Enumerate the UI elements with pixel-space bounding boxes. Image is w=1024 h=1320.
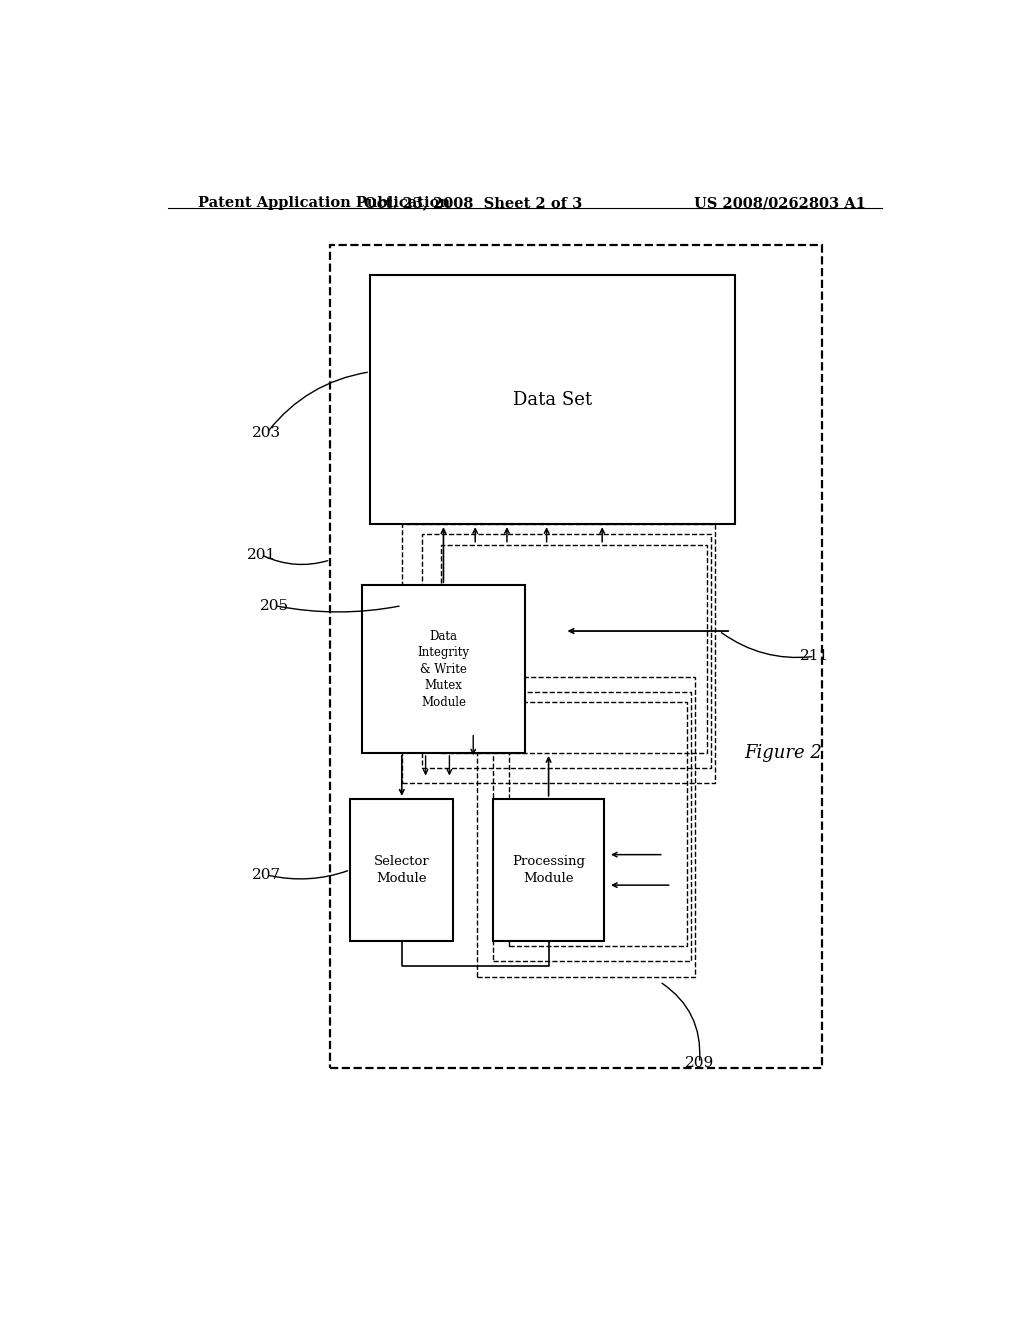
Text: Data Set: Data Set <box>513 391 592 409</box>
Text: Data
Integrity
& Write
Mutex
Module: Data Integrity & Write Mutex Module <box>418 630 469 709</box>
Bar <box>441 545 708 752</box>
Bar <box>494 692 691 961</box>
Text: 211: 211 <box>800 649 829 664</box>
Bar <box>477 677 695 977</box>
Text: Processing
Module: Processing Module <box>512 855 585 884</box>
Text: Oct. 23, 2008  Sheet 2 of 3: Oct. 23, 2008 Sheet 2 of 3 <box>365 195 583 210</box>
Text: 205: 205 <box>260 598 290 612</box>
Text: 201: 201 <box>247 548 275 562</box>
Bar <box>494 799 604 941</box>
Bar <box>362 585 524 752</box>
Bar <box>422 535 712 768</box>
Text: Selector
Module: Selector Module <box>374 855 430 884</box>
Text: 207: 207 <box>252 869 282 882</box>
Text: Patent Application Publication: Patent Application Publication <box>198 195 450 210</box>
Bar <box>331 244 822 1068</box>
Bar <box>350 799 454 941</box>
Text: Figure 2: Figure 2 <box>743 744 821 762</box>
Bar <box>370 276 735 524</box>
Bar <box>401 524 715 784</box>
Text: 209: 209 <box>685 1056 714 1071</box>
Bar <box>509 702 687 946</box>
Text: US 2008/0262803 A1: US 2008/0262803 A1 <box>694 195 866 210</box>
Text: 203: 203 <box>252 426 282 440</box>
